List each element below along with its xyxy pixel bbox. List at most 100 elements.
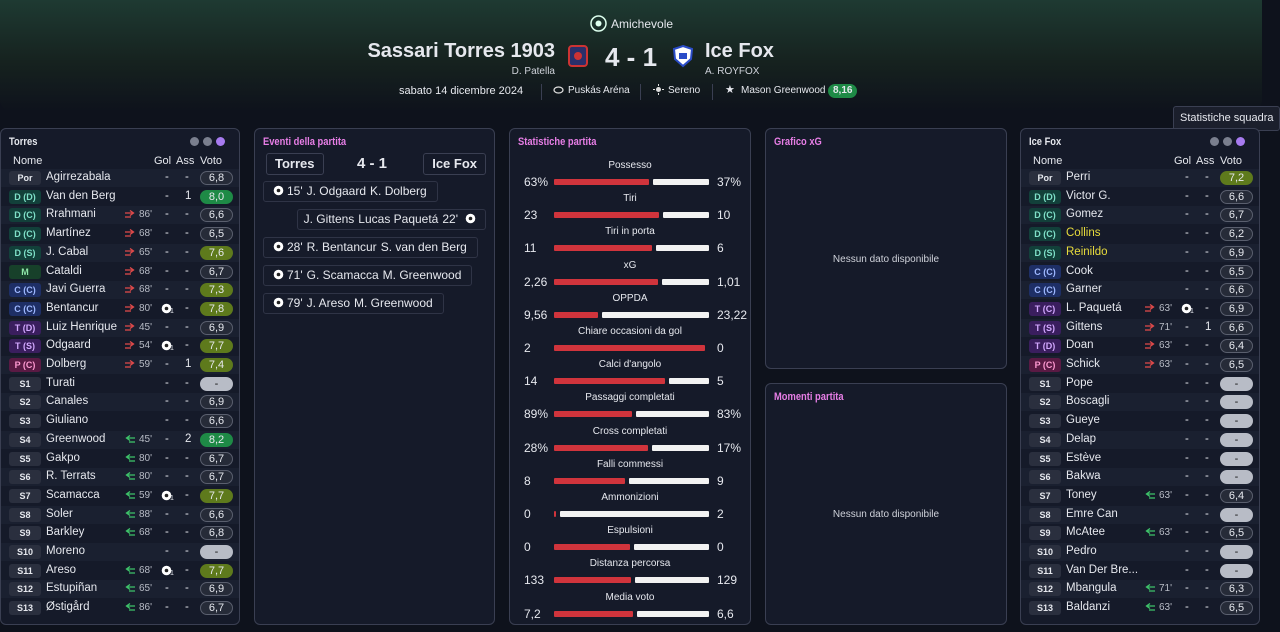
rating: 7,8 xyxy=(200,301,233,316)
event-scorer: J. Odgaard xyxy=(306,184,367,198)
events-panel: Eventi della partita Torres 4 - 1 Ice Fo… xyxy=(254,128,495,625)
stat-bar-home xyxy=(554,179,650,185)
sub-in-icon xyxy=(1145,584,1155,593)
sub-minute: 54' xyxy=(139,340,153,352)
player-name: Van den Berg xyxy=(46,189,116,202)
rating: 6,2 xyxy=(1220,227,1253,242)
star-icon: ★ xyxy=(725,84,735,96)
goals: - xyxy=(1185,470,1189,483)
event-scorer: G. Scamacca xyxy=(306,268,379,282)
column-label: Voto xyxy=(1220,155,1243,167)
sub-minute: 63' xyxy=(1159,302,1173,314)
events-away: Ice Fox xyxy=(423,153,486,175)
stat-away: 6,6 xyxy=(717,606,734,621)
home-team: Sassari Torres 1903 xyxy=(367,40,555,62)
goals: - xyxy=(1185,320,1189,333)
stat-bar-away xyxy=(560,511,709,517)
sub-out-icon xyxy=(125,303,135,312)
position-badge: C (C) xyxy=(1029,283,1061,298)
position-badge: P (C) xyxy=(9,358,41,372)
position-badge: S11 xyxy=(1029,563,1061,578)
sub-in-icon xyxy=(1145,490,1155,499)
player-name: Victor G. xyxy=(1066,189,1111,202)
player-name: J. Cabal xyxy=(46,245,89,258)
goals: - xyxy=(1185,189,1189,202)
tooltip: Statistiche squadra xyxy=(1173,106,1280,131)
event-assist: Lucas Paquetá xyxy=(358,212,439,226)
panel-title: Torres xyxy=(9,136,38,148)
player-name: Schick xyxy=(1066,358,1100,370)
goal-icon xyxy=(161,565,172,575)
assists: - xyxy=(1205,264,1209,277)
sub-minute: 63' xyxy=(1159,602,1173,614)
panel-title: Statistiche partita xyxy=(518,136,597,148)
player-name: Gueye xyxy=(1066,414,1100,427)
player-name: Doan xyxy=(1066,339,1094,352)
player-row: S3 Giuliano - -6,6 xyxy=(1,412,239,430)
stat-bar-home xyxy=(554,245,652,252)
column-label: Nome xyxy=(1033,155,1063,167)
stat-bar-away xyxy=(651,444,709,451)
stat-bar-away xyxy=(669,378,709,385)
assists: - xyxy=(1205,171,1209,183)
position-badge: S2 xyxy=(9,395,41,410)
player-name: Perri xyxy=(1066,171,1091,183)
sub-in-icon xyxy=(125,472,135,480)
assists: 1 xyxy=(1205,320,1212,333)
rating: 6,6 xyxy=(1220,189,1253,204)
goals: - xyxy=(165,395,169,408)
assists: - xyxy=(185,227,189,240)
assists: - xyxy=(1205,414,1209,427)
player-name: Pedro xyxy=(1066,545,1097,557)
sub-minute: 80' xyxy=(139,452,153,464)
player-row: S1 Pope - - - xyxy=(1021,375,1259,393)
rating: 6,5 xyxy=(1220,601,1253,616)
rating: 6,6 xyxy=(200,507,233,522)
position-badge: S1 xyxy=(1029,376,1061,391)
match-date: sabato 14 dicembre 2024 xyxy=(399,85,524,97)
rating: - xyxy=(1220,507,1253,522)
stat-label: Chiare occasioni da gol xyxy=(578,326,682,337)
stat-bar-away xyxy=(636,610,709,617)
player-row: S13 Baldanzi 63' - -6,5 xyxy=(1021,599,1259,617)
rating: 6,9 xyxy=(1220,301,1253,316)
position-badge: T (D) xyxy=(1029,339,1061,354)
goals: - xyxy=(1185,526,1189,539)
rating: - xyxy=(1220,432,1253,447)
stat-home: 2,26 xyxy=(524,274,548,289)
away-manager: A. ROYFOX xyxy=(705,66,760,77)
sub-minute: 86' xyxy=(139,209,153,221)
position-badge: D (C) xyxy=(1029,227,1061,242)
player-row: M Cataldi 68' - -6,7 xyxy=(1,263,239,281)
position-badge: Por xyxy=(1029,171,1061,185)
player-row: S9 McAtee 63' - -6,5 xyxy=(1021,524,1259,542)
stat-home: 8 xyxy=(524,473,531,488)
goal-count: 1 xyxy=(170,307,174,315)
player-name: Moreno xyxy=(46,545,85,557)
stat-label: xG xyxy=(623,259,637,271)
assists: - xyxy=(185,395,189,408)
player-row: S3 Gueye - - - xyxy=(1021,412,1259,430)
sub-minute: 59' xyxy=(139,489,153,501)
column-label: Gol xyxy=(1174,155,1192,167)
event: 28' R. Bentancur S. van den Berg xyxy=(263,237,478,258)
player-name: Østigård xyxy=(46,601,90,614)
assists: - xyxy=(185,245,189,258)
position-badge: T (C) xyxy=(1029,301,1061,316)
goals: - xyxy=(1185,414,1189,427)
rating: 6,5 xyxy=(1220,264,1253,279)
player-name: Mbangula xyxy=(1066,582,1117,595)
goal-icon xyxy=(273,185,284,196)
goal-count: 1 xyxy=(170,569,174,577)
position-badge: S13 xyxy=(9,601,41,616)
sub-minute: 63' xyxy=(1159,340,1173,352)
page-dot xyxy=(1236,137,1245,146)
goals: - xyxy=(1185,395,1189,408)
stat-bar-home xyxy=(554,278,659,285)
assists: - xyxy=(185,601,189,614)
player-name: Gittens xyxy=(1066,320,1103,333)
event-assist: S. van den Berg xyxy=(380,240,467,254)
stats-panel: Statistiche partita Possesso 63% 37% Tiri 23… xyxy=(509,128,751,625)
player-name: Soler xyxy=(46,507,73,520)
stat-label: Media voto xyxy=(605,591,655,603)
